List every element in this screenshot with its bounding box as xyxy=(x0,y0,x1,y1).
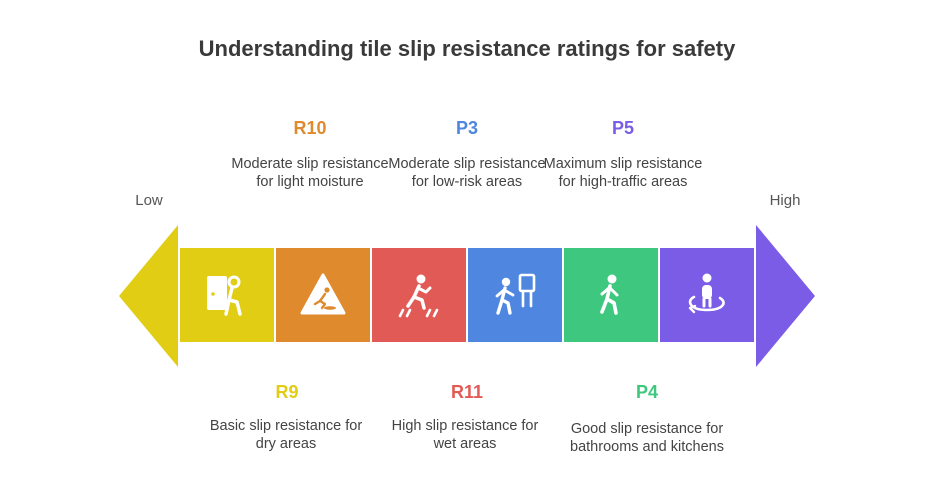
page-title: Understanding tile slip resistance ratin… xyxy=(198,36,736,61)
desc-r10: Moderate slip resistance for light moist… xyxy=(231,156,389,190)
tile-r11 xyxy=(372,248,466,342)
desc-p3: Moderate slip resistance for low-risk ar… xyxy=(388,156,546,190)
scale-low-label: Low xyxy=(135,192,163,209)
person-walking-icon xyxy=(600,274,619,315)
right-arrowhead xyxy=(756,225,815,367)
code-r10: R10 xyxy=(293,118,327,138)
code-r11: R11 xyxy=(450,382,484,402)
person-with-sign-icon xyxy=(495,273,536,315)
code-p3: P3 xyxy=(455,118,479,138)
code-p5: P5 xyxy=(611,118,635,138)
desc-r11: High slip resistance for wet areas xyxy=(391,418,539,452)
person-rotating-icon xyxy=(688,273,725,314)
person-exiting-door-icon xyxy=(207,275,242,316)
wet-floor-warning-icon xyxy=(300,273,346,315)
scale-high-label: High xyxy=(769,192,801,209)
tile-p5 xyxy=(660,248,754,342)
tile-r10 xyxy=(276,248,370,342)
code-p4: P4 xyxy=(635,382,659,402)
person-walking-wet-floor-icon xyxy=(398,274,439,318)
tile-p4 xyxy=(564,248,658,342)
desc-r9: Basic slip resistance for dry areas xyxy=(209,418,363,452)
left-arrowhead xyxy=(119,225,178,367)
code-r9: R9 xyxy=(275,382,299,402)
desc-p5: Maximum slip resistance for high-traffic… xyxy=(543,156,703,190)
tile-p3 xyxy=(468,248,562,342)
desc-p4: Good slip resistance for bathrooms and k… xyxy=(570,421,724,455)
tile-r9 xyxy=(180,248,274,342)
